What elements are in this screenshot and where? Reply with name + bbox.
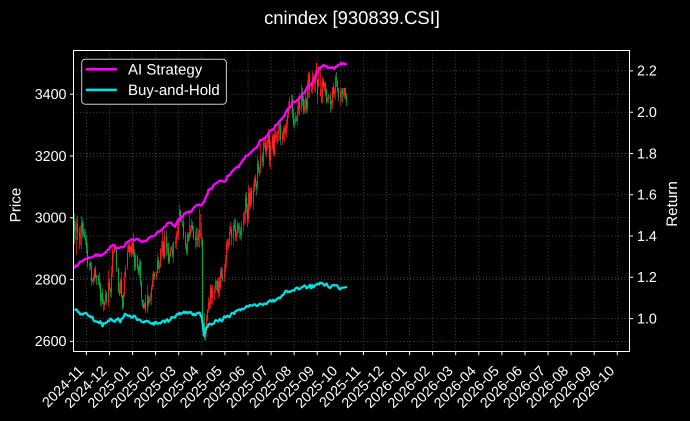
svg-text:cnindex [930839.CSI]: cnindex [930839.CSI]: [264, 7, 440, 28]
svg-text:1.2: 1.2: [637, 270, 657, 286]
svg-text:2.0: 2.0: [637, 105, 657, 121]
svg-text:Return: Return: [664, 181, 681, 227]
svg-text:1.0: 1.0: [637, 311, 657, 327]
svg-text:1.4: 1.4: [637, 229, 657, 245]
svg-text:Price: Price: [8, 188, 25, 223]
svg-text:3000: 3000: [35, 211, 67, 227]
svg-text:Buy-and-Hold: Buy-and-Hold: [128, 82, 220, 99]
svg-text:2.2: 2.2: [637, 64, 657, 80]
svg-text:2600: 2600: [35, 334, 67, 350]
svg-text:AI Strategy: AI Strategy: [128, 62, 203, 79]
svg-text:1.8: 1.8: [637, 146, 657, 162]
svg-text:3400: 3400: [35, 87, 67, 103]
svg-text:3200: 3200: [35, 149, 67, 165]
svg-text:1.6: 1.6: [637, 188, 657, 204]
svg-text:2800: 2800: [35, 272, 67, 288]
